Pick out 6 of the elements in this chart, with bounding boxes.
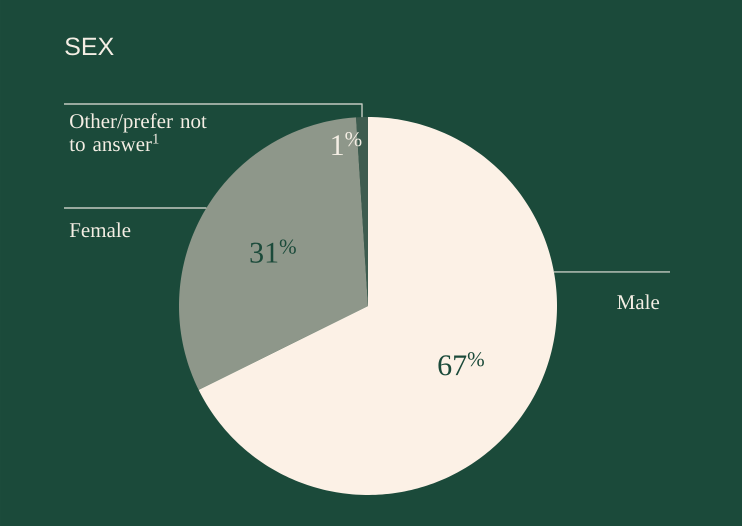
data-label: 67$^{%}$ <box>438 352 484 376</box>
data-label: 31$^{%}$ <box>250 240 296 263</box>
slice-label: Male <box>617 294 660 310</box>
chart-title: SEX <box>65 38 114 56</box>
slice-label: Other/prefer not to answer$^{1}$ <box>69 113 207 152</box>
slice-label: Female <box>70 222 130 238</box>
